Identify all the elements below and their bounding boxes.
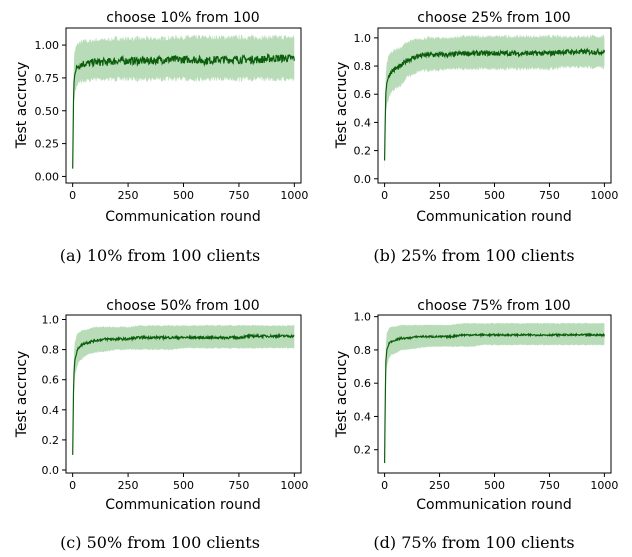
- panel-b-xtick-label-3: 750: [539, 189, 560, 202]
- panel-c-xtick-label-2: 500: [173, 479, 194, 492]
- panel-c-ytick-label-0: 0.0: [42, 464, 60, 477]
- panel-d-ylabel: Test accrucy: [334, 351, 350, 439]
- panel-a-mean-line-0: [72, 52, 295, 169]
- panel-a-plot: 0 250 500 750 1000 0.00 0.25 0.50 0.75 1.00: [35, 34, 308, 202]
- panel-c-ylabel: Test accrucy: [14, 351, 30, 439]
- panel-d-title: choose 75% from 100: [417, 298, 570, 314]
- panel-a-ytick-label-0: 0.00: [35, 170, 60, 183]
- panel-a-xtick-label-2: 500: [173, 189, 194, 202]
- panel-b-ytick-label-4: 0.8: [354, 60, 372, 73]
- panel-c-plot: 0 250 500 750 1000 0.0 0.2 0.4 0.6 0.8 1.0: [42, 314, 309, 492]
- panel-c-xlabel: Communication round: [105, 497, 260, 513]
- panel-b-mean-line-0: [384, 47, 605, 161]
- panel-d-xtick-label-3: 750: [539, 479, 560, 492]
- panel-d-xtick-label-0: 0: [381, 479, 388, 492]
- panel-b-xtick-label-0: 0: [381, 189, 388, 202]
- panel-c-band-0: [72, 324, 295, 463]
- panel-a-xlabel: Communication round: [105, 209, 260, 225]
- panel-b-frame: [377, 27, 612, 184]
- panel-b-title: choose 25% from 100: [417, 10, 570, 26]
- panel-a-ytick-label-2: 0.50: [35, 105, 60, 118]
- panel-b-ytick-label-2: 0.4: [354, 116, 372, 129]
- panel-d-ytick-label-1: 0.4: [354, 410, 372, 423]
- panel-b-xlabel: Communication round: [416, 209, 571, 225]
- panel-c-xtick-label-3: 750: [228, 479, 249, 492]
- panel-a-title: choose 10% from 100: [106, 10, 259, 26]
- panel-b-band-0: [384, 34, 605, 174]
- panel-d-ytick-label-4: 1.0: [354, 311, 372, 324]
- panel-b-ytick-label-3: 0.6: [354, 88, 372, 101]
- panel-c-ytick-label-1: 0.2: [42, 434, 60, 447]
- panel-a-ytick-label-4: 1.00: [35, 39, 60, 52]
- panel-c: choose 50% from 100 0 250 500 750 1000 0.0 0.2…: [14, 298, 308, 552]
- panel-a-ytick-label-3: 0.75: [35, 72, 60, 85]
- panel-d-xtick-label-2: 500: [484, 479, 505, 492]
- panel-a-xtick-label-3: 750: [228, 189, 249, 202]
- panel-b-ytick-label-1: 0.2: [354, 145, 372, 158]
- panel-c-xtick-label-1: 250: [118, 479, 139, 492]
- panel-d-ytick-label-3: 0.8: [354, 344, 372, 357]
- panel-a-ytick-label-1: 0.25: [35, 138, 60, 151]
- panel-b-ytick-label-5: 1.0: [354, 32, 372, 45]
- panel-b: choose 25% from 100 0 250 500 750 1000 0.0 0.2…: [334, 10, 618, 265]
- panel-b-ylabel: Test accrucy: [334, 62, 350, 150]
- panel-b-ytick-label-0: 0.0: [354, 173, 372, 186]
- panel-c-xtick-label-0: 0: [69, 479, 76, 492]
- panel-d-caption: (d) 75% from 100 clients: [373, 533, 574, 552]
- panel-d-plot: 0 250 500 750 1000 0.2 0.4 0.6 0.8 1.0: [354, 311, 619, 492]
- panel-a-xtick-label-0: 0: [69, 189, 76, 202]
- panel-c-ytick-label-3: 0.6: [42, 374, 60, 387]
- panel-c-ytick-label-4: 0.8: [42, 344, 60, 357]
- panel-d-ytick-label-0: 0.2: [354, 444, 372, 457]
- panel-c-frame: [65, 314, 302, 474]
- panel-b-xtick-label-4: 1000: [590, 189, 618, 202]
- panel-d-ytick-label-2: 0.6: [354, 377, 372, 390]
- panel-b-xtick-label-1: 250: [429, 189, 450, 202]
- panel-a-xtick-label-1: 250: [118, 189, 139, 202]
- panel-d-xtick-label-4: 1000: [590, 479, 618, 492]
- panel-d-mean-line-0: [384, 332, 605, 464]
- panel-c-title: choose 50% from 100: [106, 298, 259, 314]
- panel-a: choose 10% from 100 0 250 500 750 1000 0.00 0.…: [14, 10, 308, 265]
- panel-d-xlabel: Communication round: [416, 497, 571, 513]
- panel-a-xtick-label-4: 1000: [280, 189, 308, 202]
- panel-d-xtick-label-1: 250: [429, 479, 450, 492]
- panel-c-ytick-label-5: 1.0: [42, 314, 60, 327]
- panel-d: choose 75% from 100 0 250 500 750 1000 0.2 0.4…: [334, 298, 618, 552]
- panel-d-frame: [377, 314, 612, 474]
- panel-b-plot: 0 250 500 750 1000 0.0 0.2 0.4 0.6 0.8 1.0: [354, 32, 619, 202]
- panel-a-frame: [65, 27, 302, 184]
- panel-a-ylabel: Test accrucy: [14, 62, 30, 150]
- panel-c-ytick-label-2: 0.4: [42, 404, 60, 417]
- panel-b-xtick-label-2: 500: [484, 189, 505, 202]
- panel-c-xtick-label-4: 1000: [280, 479, 308, 492]
- panel-a-caption: (a) 10% from 100 clients: [60, 246, 260, 265]
- panel-a-band-0: [72, 34, 295, 175]
- panel-c-mean-line-0: [72, 332, 295, 455]
- panel-b-caption: (b) 25% from 100 clients: [373, 246, 574, 265]
- panel-c-caption: (c) 50% from 100 clients: [60, 533, 260, 552]
- panel-d-band-0: [384, 322, 605, 470]
